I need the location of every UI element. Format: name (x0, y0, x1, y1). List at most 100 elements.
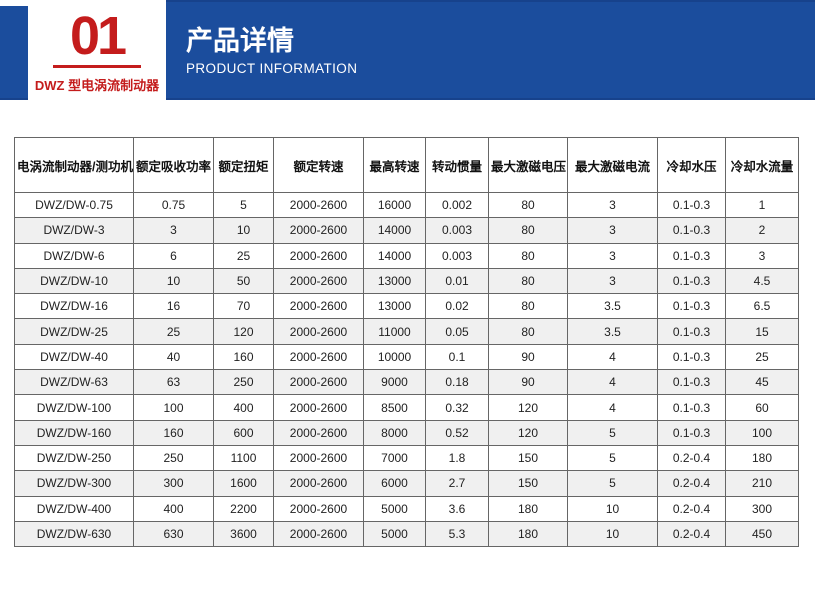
table-cell: 90 (488, 343, 568, 371)
table-row: DWZ/DW-16 16 70 2000-2600 13000 0.02 80 3.5 0.1-… (14, 293, 799, 320)
table-cell: 3600 (213, 520, 274, 548)
table-cell: 2000-2600 (273, 293, 364, 320)
column-header: 冷却水流量 (725, 137, 799, 193)
table-cell: 2000-2600 (273, 444, 364, 472)
table-row: DWZ/DW-630 630 3600 2000-2600 5000 5.3 180 10 0.… (14, 520, 799, 548)
table-cell: 1.8 (425, 444, 489, 472)
table-cell: 5 (213, 191, 274, 219)
table-cell: 25 (133, 318, 214, 345)
table-cell: 5 (567, 470, 658, 497)
column-header: 额定扭矩 (213, 137, 274, 193)
table-cell: 10 (567, 520, 658, 548)
banner-text-block: 产品详情 PRODUCT INFORMATION (186, 26, 357, 76)
table-cell: 10 (213, 217, 274, 244)
table-cell: 0.1-0.3 (657, 293, 726, 320)
badge-label: DWZ 型电涡流制动器 (34, 78, 160, 93)
table-cell: 14000 (363, 217, 426, 244)
table-cell: 1100 (213, 444, 274, 472)
table-cell: 160 (213, 343, 274, 371)
table-cell: 16000 (363, 191, 426, 219)
table-cell: 3 (725, 242, 799, 269)
table-cell: 450 (725, 520, 799, 548)
table-cell: 2000-2600 (273, 419, 364, 446)
table-row: DWZ/DW-10 10 50 2000-2600 13000 0.01 80 3 0.1-0.… (14, 267, 799, 295)
table-row: DWZ/DW-3 3 10 2000-2600 14000 0.003 80 3 0.1-0.3… (14, 217, 799, 244)
table-cell: 3 (567, 191, 658, 219)
table-cell: 13000 (363, 267, 426, 295)
table-cell: 80 (488, 318, 568, 345)
table-cell: 9000 (363, 369, 426, 396)
table-cell: 25 (725, 343, 799, 371)
column-header: 最大激磁电流 (567, 137, 658, 193)
table-cell: 10 (567, 495, 658, 522)
table-cell: 250 (213, 369, 274, 396)
table-cell: 8500 (363, 394, 426, 421)
table-cell: 0.1 (425, 343, 489, 371)
table-cell: 400 (213, 394, 274, 421)
column-header: 额定吸收功率 (133, 137, 214, 193)
table-cell: 0.1-0.3 (657, 191, 726, 219)
column-header: 电涡流制动器/测功机 (14, 137, 134, 193)
table-cell: 0.1-0.3 (657, 369, 726, 396)
table-cell: 2 (725, 217, 799, 244)
table-cell: 100 (133, 394, 214, 421)
table-cell: DWZ/DW-630 (14, 520, 134, 548)
table-cell: 5 (567, 419, 658, 446)
table-cell: 300 (133, 470, 214, 497)
table-cell: 13000 (363, 293, 426, 320)
table-cell: 60 (725, 394, 799, 421)
section-number: 01 (69, 6, 127, 66)
table-cell: 300 (725, 495, 799, 522)
table-row: DWZ/DW-250 250 1100 2000-2600 7000 1.8 150 5 0.2… (14, 444, 799, 472)
table-cell: 250 (133, 444, 214, 472)
table-cell: 5.3 (425, 520, 489, 548)
table-cell: 630 (133, 520, 214, 548)
table-cell: 600 (213, 419, 274, 446)
table-cell: 50 (213, 267, 274, 295)
table-cell: 2.7 (425, 470, 489, 497)
table-cell: 2000-2600 (273, 394, 364, 421)
table-cell: 2000-2600 (273, 217, 364, 244)
table-cell: 2000-2600 (273, 369, 364, 396)
table-cell: DWZ/DW-0.75 (14, 191, 134, 219)
table-cell: 3 (567, 217, 658, 244)
table-cell: 0.1-0.3 (657, 419, 726, 446)
table-cell: 2000-2600 (273, 520, 364, 548)
table-cell: 2000-2600 (273, 318, 364, 345)
table-cell: 180 (488, 495, 568, 522)
table-cell: 0.32 (425, 394, 489, 421)
table-cell: 3 (567, 267, 658, 295)
table-cell: 0.2-0.4 (657, 470, 726, 497)
table-cell: 25 (213, 242, 274, 269)
table-cell: 70 (213, 293, 274, 320)
table-cell: 1600 (213, 470, 274, 497)
table-cell: 40 (133, 343, 214, 371)
table-cell: DWZ/DW-25 (14, 318, 134, 345)
table-cell: 0.2-0.4 (657, 495, 726, 522)
table-cell: 0.05 (425, 318, 489, 345)
table-row: DWZ/DW-160 160 600 2000-2600 8000 0.52 120 5 0.1… (14, 419, 799, 446)
table-cell: 100 (725, 419, 799, 446)
table-cell: 6 (133, 242, 214, 269)
table-cell: DWZ/DW-250 (14, 444, 134, 472)
table-header-row: 电涡流制动器/测功机 额定吸收功率 额定扭矩 额定转速 最高转速 转动惯量 最大激磁电压 最大… (14, 137, 799, 193)
table-row: DWZ/DW-40 40 160 2000-2600 10000 0.1 90 4 0.1-0.… (14, 343, 799, 371)
table-cell: 1 (725, 191, 799, 219)
table-cell: 3.5 (567, 318, 658, 345)
table-cell: DWZ/DW-16 (14, 293, 134, 320)
table-cell: 2000-2600 (273, 343, 364, 371)
column-header: 冷却水压 (657, 137, 726, 193)
table-cell: DWZ/DW-10 (14, 267, 134, 295)
table-cell: 10000 (363, 343, 426, 371)
table-cell: 0.2-0.4 (657, 444, 726, 472)
table-cell: 0.02 (425, 293, 489, 320)
table-cell: 0.1-0.3 (657, 267, 726, 295)
column-header: 最高转速 (363, 137, 426, 193)
table-cell: 16 (133, 293, 214, 320)
table-cell: 0.2-0.4 (657, 520, 726, 548)
table-cell: 0.01 (425, 267, 489, 295)
table-cell: 2000-2600 (273, 242, 364, 269)
table-cell: 11000 (363, 318, 426, 345)
table-cell: DWZ/DW-40 (14, 343, 134, 371)
